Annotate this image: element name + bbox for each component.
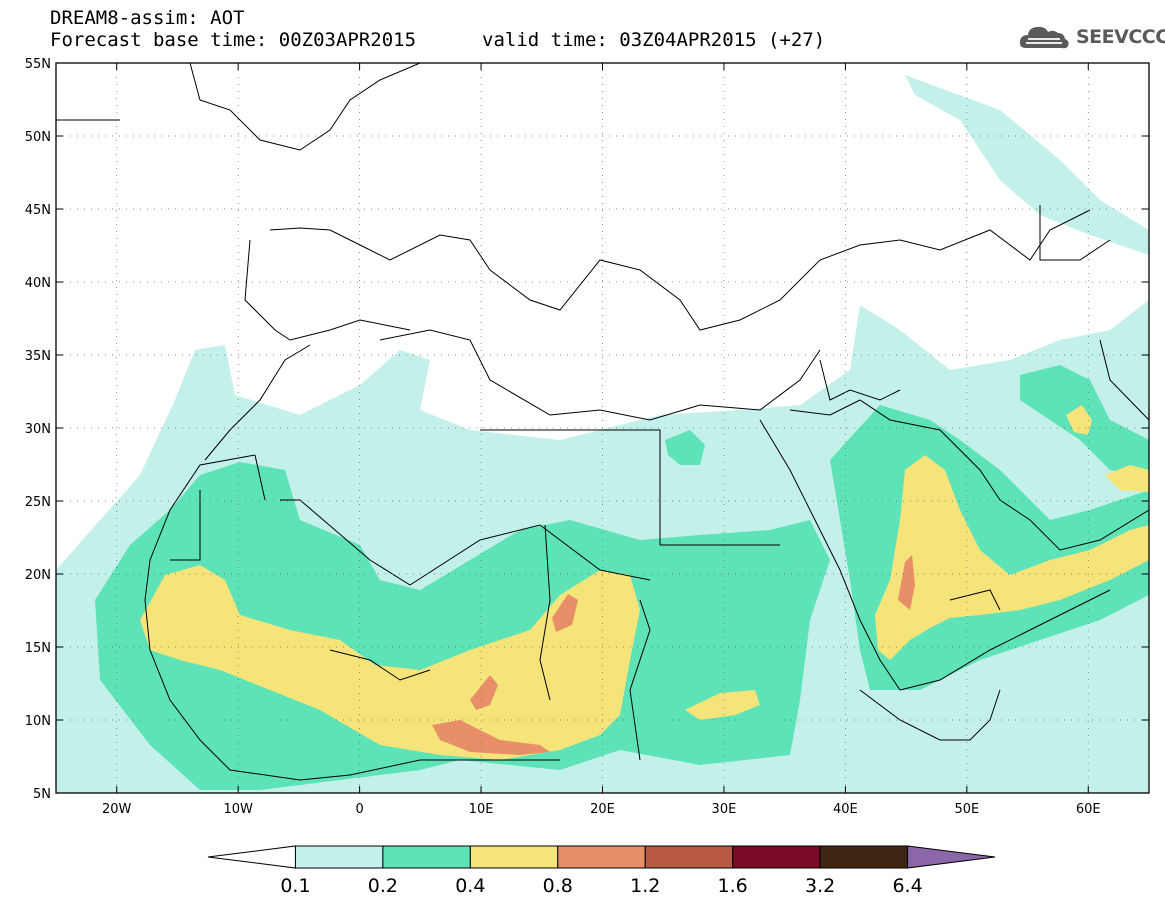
y-tick-label: 50N <box>25 130 51 145</box>
aot-layer-0.4-0.8 <box>140 405 1149 760</box>
colorbar-box <box>382 845 471 869</box>
latitude-labels: 55N 50N 45N 40N 35N 30N 25N 20N 15N 10N 5N <box>25 57 51 802</box>
colorbar-label: 0.2 <box>368 875 398 897</box>
colorbar-under-arrow <box>207 845 296 869</box>
x-tick-label: 10E <box>469 802 494 817</box>
lat-lon-grid <box>56 63 1149 793</box>
colorbar-box <box>469 845 559 869</box>
colorbar-over-arrow <box>907 845 996 869</box>
forecast-base-time: Forecast base time: 00Z03APR2015 <box>50 29 417 51</box>
coastlines <box>56 63 1149 781</box>
x-tick-label: 40E <box>833 802 858 817</box>
colorbar-label: 3.2 <box>805 875 835 897</box>
colorbar-label: 0.1 <box>280 875 310 897</box>
y-tick-label: 5N <box>33 787 51 802</box>
colorbar-label: 0.8 <box>543 875 573 897</box>
y-tick-label: 40N <box>25 276 51 291</box>
y-tick-label: 45N <box>25 203 51 218</box>
colorbar-labels: 0.1 0.2 0.4 0.8 1.2 1.6 3.2 6.4 <box>280 875 922 897</box>
x-tick-label: 20W <box>102 802 132 817</box>
y-tick-label: 30N <box>25 422 51 437</box>
logo-text: SEEVCCC <box>1076 26 1165 48</box>
x-tick-label: 20E <box>590 802 615 817</box>
y-tick-label: 25N <box>25 495 51 510</box>
cloud-icon <box>1019 26 1069 49</box>
colorbar-label: 1.6 <box>718 875 748 897</box>
y-tick-label: 10N <box>25 714 51 729</box>
colorbar <box>207 845 996 869</box>
x-tick-label: 10W <box>223 802 253 817</box>
y-tick-label: 55N <box>25 57 51 72</box>
colorbar-box <box>294 845 384 869</box>
valid-time: valid time: 03Z04APR2015 (+27) <box>482 29 826 51</box>
colorbar-box <box>819 845 909 869</box>
x-tick-label: 30E <box>712 802 737 817</box>
colorbar-label: 1.2 <box>630 875 660 897</box>
colorbar-box <box>644 845 734 869</box>
axis-ticks <box>56 62 1149 794</box>
seevccc-logo: SEEVCCC <box>1018 22 1165 52</box>
x-tick-label: 50E <box>954 802 979 817</box>
x-tick-label: 60E <box>1076 802 1101 817</box>
colorbar-label: 0.4 <box>455 875 485 897</box>
y-tick-label: 15N <box>25 641 51 656</box>
product-title: DREAM8-assim: AOT <box>50 7 245 29</box>
colorbar-box <box>732 845 821 869</box>
y-tick-label: 20N <box>25 568 51 583</box>
x-tick-label: 0 <box>355 802 363 817</box>
longitude-labels: 20W 10W 0 10E 20E 30E 40E 50E 60E <box>102 802 1101 817</box>
aot-layer-0.8-1.2 <box>432 555 915 755</box>
colorbar-label: 6.4 <box>892 875 922 897</box>
colorbar-box <box>557 845 646 869</box>
y-tick-label: 35N <box>25 349 51 364</box>
